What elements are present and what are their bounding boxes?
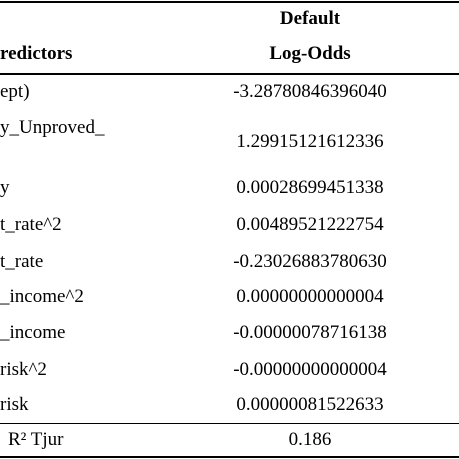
row-value: 0.00000000000004 — [236, 286, 384, 307]
row-label: ept) — [0, 81, 30, 102]
row-value: -3.28780846396040 — [233, 81, 387, 102]
row-value: -0.00000000000004 — [233, 359, 387, 380]
row-value: 1.29915121612336 — [236, 131, 384, 152]
row-label: t_rate^2 — [0, 214, 62, 235]
footer-value: 0.186 — [288, 429, 332, 450]
top-rule — [0, 1, 459, 3]
measure-header: Log-Odds — [269, 43, 351, 64]
row-value: 0.00028699451338 — [236, 177, 384, 198]
row-label: y_Unproved_ — [0, 117, 105, 138]
row-label: _income^2 — [0, 286, 84, 307]
header-rule — [0, 73, 459, 75]
row-value: 0.00000081522633 — [236, 394, 384, 415]
footer-label: R² Tjur — [8, 429, 64, 450]
row-value: -0.00000078716138 — [233, 322, 387, 343]
predictors-header: redictors — [0, 43, 73, 64]
bottom-rule — [0, 456, 459, 458]
row-label: risk — [0, 394, 29, 415]
row-value: -0.23026883780630 — [233, 251, 387, 272]
row-label: t_rate — [0, 251, 44, 272]
row-label: y — [0, 177, 10, 198]
row-label: risk^2 — [0, 359, 47, 380]
row-value: 0.00489521222754 — [236, 214, 384, 235]
model-header: Default — [279, 8, 341, 29]
footer-rule — [0, 423, 459, 424]
row-label: _income — [0, 322, 66, 343]
